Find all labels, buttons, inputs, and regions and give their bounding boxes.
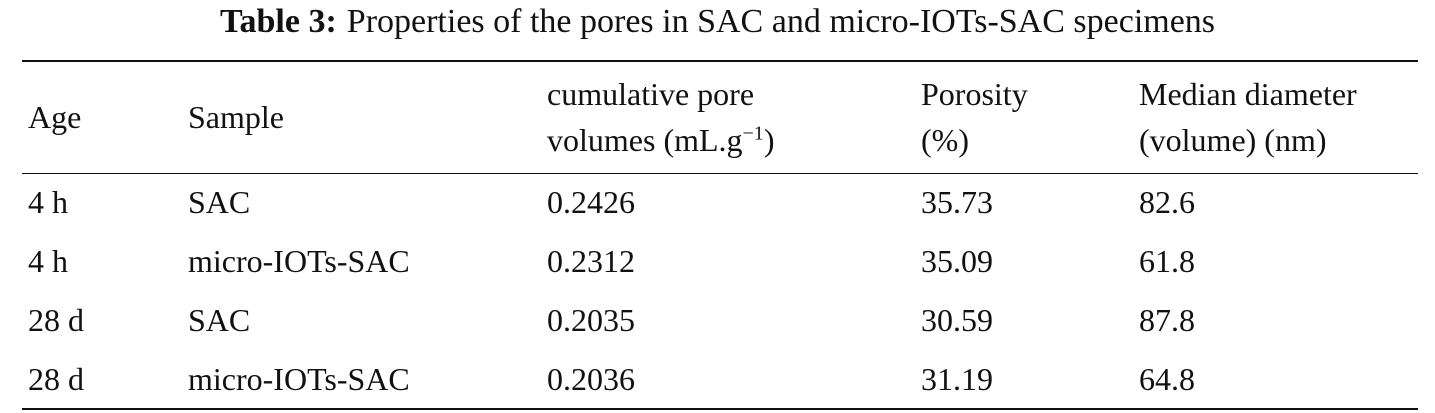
- caption: Table 3: Properties of the pores in SAC a…: [0, 0, 1435, 44]
- caption-text: Properties of the pores in SAC and micro…: [346, 3, 1216, 40]
- table-cell: 35.09: [921, 243, 993, 279]
- table-cell: 4 h: [28, 243, 68, 279]
- table-row: 28 d SAC 0.2035 30.59 87.8: [22, 291, 1418, 350]
- table-cell: 61.8: [1139, 243, 1195, 279]
- table-cell: 0.2036: [547, 360, 635, 397]
- table-cell: 0.2426: [547, 184, 635, 221]
- table-cell: 35.73: [921, 184, 993, 221]
- header-text: (%): [921, 122, 969, 159]
- table-cell: micro-IOTs-SAC: [188, 360, 410, 397]
- table-row: 4 h micro-IOTs-SAC 0.2312 35.09 61.8: [22, 232, 1418, 291]
- header-text: Sample: [188, 99, 284, 136]
- table-cell: SAC: [188, 184, 251, 221]
- table-row: 4 h SAC 0.2426 35.73 82.6: [22, 173, 1418, 232]
- table-row: 28 d micro-IOTs-SAC 0.2036 31.19 64.8: [22, 350, 1418, 409]
- table-cell: 0.2312: [547, 243, 635, 279]
- table-cell: 28 d: [28, 360, 84, 397]
- header-cell: Median diameter (volume) (nm): [1133, 61, 1418, 173]
- header-text: Median diameter: [1139, 76, 1357, 113]
- table-cell: micro-IOTs-SAC: [188, 243, 410, 279]
- header-text: (volume) (nm): [1139, 122, 1327, 159]
- header-text: Porosity: [921, 76, 1028, 113]
- header-text: cumulative pore: [547, 76, 755, 113]
- table: Age Sample cumulative pore volumes (mL.g−1)…: [22, 60, 1418, 410]
- header-cell: cumulative pore volumes (mL.g−1): [541, 61, 915, 173]
- header-text: ): [763, 122, 775, 159]
- table-cell: 87.8: [1139, 302, 1195, 338]
- table-cell: 4 h: [28, 184, 68, 221]
- table-cell: 64.8: [1139, 360, 1195, 397]
- caption-label: Table 3:: [219, 3, 337, 40]
- header-text: Age: [28, 99, 82, 136]
- header-cell: Sample: [182, 61, 541, 173]
- table-cell: 30.59: [921, 302, 993, 338]
- table-header: Age Sample cumulative pore volumes (mL.g−1)…: [22, 61, 1418, 173]
- table-cell: 31.19: [921, 360, 993, 397]
- table-cell: 82.6: [1139, 184, 1195, 221]
- header-cell: Age: [22, 61, 182, 173]
- header-text: volumes (mL.g: [547, 122, 743, 159]
- table-cell: 0.2035: [547, 302, 635, 338]
- header-cell: Porosity (%): [915, 61, 1133, 173]
- table-cell: 28 d: [28, 302, 84, 338]
- header-superscript: −1: [742, 122, 764, 145]
- table-cell: SAC: [188, 302, 251, 338]
- table-body: 4 h SAC 0.2426 35.73 82.6 4 h micro-IOTs-SAC 0.…: [22, 173, 1418, 409]
- header-row: Age Sample cumulative pore volumes (mL.g−1)…: [22, 61, 1418, 173]
